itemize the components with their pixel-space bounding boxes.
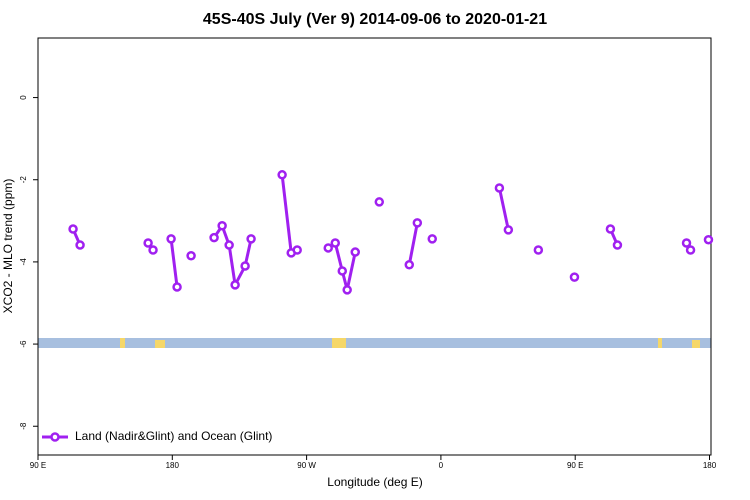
- x-tick-label: 90 E: [30, 461, 46, 470]
- x-tick-label: 90 W: [297, 461, 316, 470]
- land-band: [155, 340, 165, 348]
- point: [240, 261, 250, 271]
- legend-marker: [50, 432, 60, 442]
- y-axis-label: XCO2 - MLO trend (ppm): [1, 179, 15, 314]
- point: [292, 245, 302, 255]
- plot-frame: [37, 37, 712, 456]
- land-band: [658, 338, 662, 348]
- point: [217, 221, 227, 231]
- x-axis-label: Longitude (deg E): [327, 475, 422, 489]
- point: [404, 260, 415, 270]
- y-tick-label: -4: [19, 258, 28, 266]
- land-ocean-band: [38, 338, 711, 348]
- x-tick-label: 180: [166, 461, 180, 470]
- point: [612, 240, 623, 250]
- point: [412, 218, 423, 228]
- point: [681, 238, 692, 248]
- point: [330, 238, 341, 248]
- point: [494, 183, 505, 193]
- land-band: [332, 338, 346, 348]
- y-tick-label: 0: [19, 95, 28, 100]
- point: [323, 243, 333, 253]
- point: [569, 272, 580, 282]
- ocean-band: [38, 338, 711, 348]
- point: [374, 197, 385, 207]
- point: [342, 285, 352, 295]
- point: [224, 240, 234, 250]
- x-tick-label: 90 E: [567, 461, 583, 470]
- point: [68, 224, 78, 234]
- point: [230, 280, 240, 290]
- y-tick-label: -6: [19, 340, 28, 348]
- point: [166, 234, 176, 244]
- land-band: [120, 338, 125, 348]
- point: [533, 245, 544, 255]
- point: [75, 240, 85, 250]
- x-tick-label: 180: [703, 461, 717, 470]
- x-tick-label: 0: [439, 461, 444, 470]
- point: [685, 245, 696, 255]
- point: [337, 266, 348, 276]
- point: [605, 224, 616, 234]
- land-band: [692, 340, 700, 348]
- point: [350, 247, 361, 257]
- point: [209, 232, 219, 243]
- point: [427, 234, 437, 244]
- point: [277, 170, 287, 180]
- y-tick-label: -8: [19, 422, 28, 430]
- point: [143, 238, 153, 248]
- point: [186, 250, 196, 261]
- point: [703, 234, 714, 245]
- point: [246, 234, 256, 244]
- point: [148, 245, 158, 255]
- chart-title: 45S-40S July (Ver 9) 2014-09-06 to 2020-…: [203, 11, 547, 28]
- legend-label: Land (Nadir&Glint) and Ocean (Glint): [75, 429, 272, 443]
- point: [172, 282, 182, 292]
- point: [503, 225, 514, 235]
- y-tick-label: -2: [19, 176, 28, 184]
